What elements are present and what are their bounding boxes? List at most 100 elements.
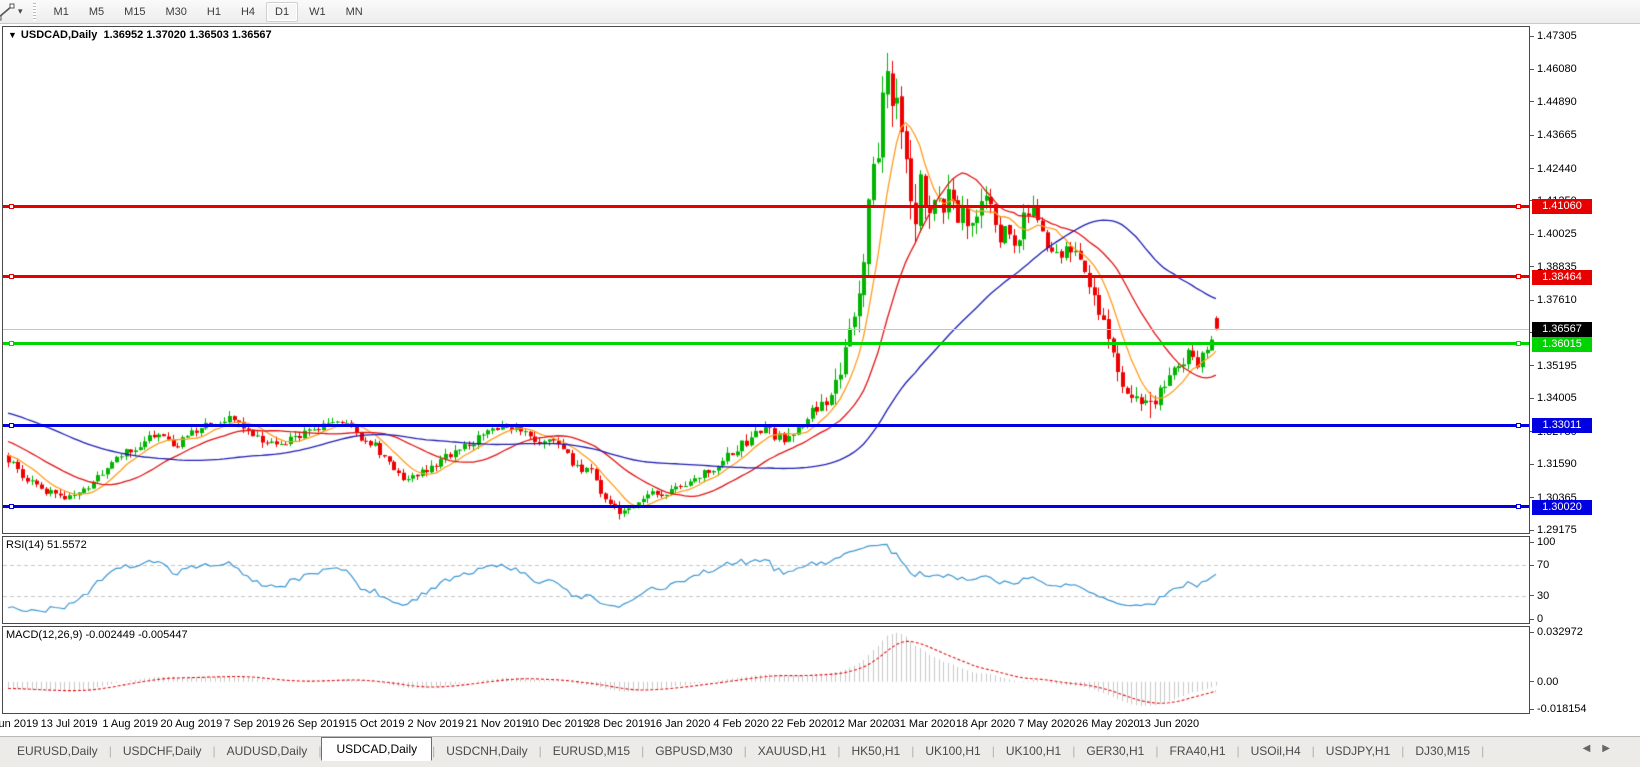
tab-separator: | (1401, 744, 1405, 758)
macd-axis-label: 0.032972 (1537, 626, 1583, 638)
chart-tab-uk100-h1[interactable]: UK100,H1 (994, 740, 1073, 761)
line-price-badge: 1.36015 (1532, 336, 1592, 352)
rsi-axis-tick (1530, 618, 1534, 620)
chart-title: ▼ USDCAD,Daily 1.36952 1.37020 1.36503 1.… (8, 29, 272, 41)
macd-axis-label: -0.018154 (1537, 703, 1587, 716)
tab-separator: | (1311, 744, 1315, 758)
macd-axis-tick (1530, 631, 1534, 633)
rsi-axis-label: 30 (1537, 589, 1550, 602)
line-handle-right[interactable] (1516, 274, 1521, 280)
chart-tab-dj30-m15[interactable]: DJ30,M15 (1404, 740, 1482, 761)
rsi-axis-label: 100 (1537, 536, 1556, 548)
line-handle-right[interactable] (1516, 504, 1521, 510)
line-studies-tool[interactable]: ▾ (0, 0, 27, 23)
time-axis-label: 16 Jan 2020 (649, 718, 711, 730)
time-axis-label: 2 Nov 2019 (407, 718, 464, 730)
price-axis-label: 1.38835 (1537, 260, 1577, 273)
line-handle-left[interactable] (9, 341, 14, 347)
chart-tab-ger30-h1[interactable]: GER30,H1 (1075, 740, 1156, 761)
price-axis-label: 1.44890 (1537, 95, 1577, 108)
price-axis-label: 1.46080 (1537, 63, 1577, 76)
chart-tab-hk50-h1[interactable]: HK50,H1 (840, 740, 912, 761)
chart-tab-usdcad-daily[interactable]: USDCAD,Daily (321, 737, 433, 761)
rsi-axis-label: 70 (1537, 559, 1550, 572)
horizontal-line[interactable] (3, 505, 1529, 509)
chart-tab-usdchf-daily[interactable]: USDCHF,Daily (111, 740, 213, 761)
price-axis-label: 1.40025 (1537, 228, 1577, 241)
price-chart-canvas[interactable] (3, 27, 1529, 533)
chart-tab-xauusd-h1[interactable]: XAUUSD,H1 (746, 740, 838, 761)
line-handle-left[interactable] (9, 203, 14, 209)
tab-scroll-right-icon[interactable]: ▶ (1602, 743, 1622, 754)
price-axis-tick (1530, 266, 1534, 268)
line-price-badge: 1.41060 (1532, 199, 1592, 215)
rsi-canvas[interactable] (3, 537, 1529, 623)
chart-tab-gbpusd-m30[interactable]: GBPUSD,M30 (644, 740, 744, 761)
horizontal-line[interactable] (3, 275, 1529, 279)
chart-tab-fra40-h1[interactable]: FRA40,H1 (1158, 740, 1237, 761)
chart-tab-audusd-daily[interactable]: AUDUSD,Daily (215, 740, 319, 761)
price-axis-tick (1530, 497, 1534, 499)
price-axis-tick (1530, 101, 1534, 103)
price-axis-label: 1.42440 (1537, 162, 1577, 175)
timeframe-button-m30[interactable]: M30 (165, 5, 187, 18)
price-axis-tick (1530, 365, 1534, 367)
macd-canvas[interactable] (3, 627, 1529, 713)
rsi-panel[interactable] (2, 536, 1530, 624)
price-axis-tick (1530, 68, 1534, 70)
price-axis-label: 1.43665 (1537, 129, 1577, 142)
price-axis-tick (1530, 529, 1534, 531)
line-handle-right[interactable] (1516, 341, 1521, 347)
line-handle-left[interactable] (9, 504, 14, 510)
time-axis-label: 21 Nov 2019 (465, 718, 528, 730)
line-handle-left[interactable] (9, 422, 14, 428)
horizontal-line[interactable] (3, 342, 1529, 346)
macd-panel[interactable] (2, 626, 1530, 714)
tab-separator: | (1072, 744, 1076, 758)
price-axis-label: 1.31590 (1537, 458, 1577, 471)
line-studies-icon[interactable] (0, 3, 16, 21)
time-axis-label: 7 Sep 2019 (224, 718, 281, 730)
timeframes-toolbar: ▾ M1 M5 M15 M30 H1 H4 D1 W1 MN (0, 0, 1640, 24)
timeframe-button-w1[interactable]: W1 (309, 5, 326, 18)
timeframe-button-m15[interactable]: M15 (124, 5, 146, 18)
tab-separator: | (108, 744, 112, 758)
timeframe-button-mn[interactable]: MN (345, 5, 363, 18)
collapse-triangle-icon[interactable]: ▼ (8, 30, 17, 40)
chart-tab-usoil-h4[interactable]: USOil,H4 (1239, 740, 1312, 761)
chart-window: ▼ USDCAD,Daily 1.36952 1.37020 1.36503 1.… (0, 24, 1640, 736)
timeframe-button-m1[interactable]: M1 (53, 5, 69, 18)
horizontal-line[interactable] (3, 423, 1529, 427)
tab-separator: | (837, 744, 841, 758)
tab-scroll-arrows: ◀▶ (1583, 743, 1622, 754)
tab-separator: | (432, 744, 436, 758)
time-axis-label: 13 Jul 2019 (40, 718, 98, 730)
macd-axis-tick (1530, 681, 1534, 683)
toolbar-grip[interactable] (32, 2, 36, 21)
tab-separator: | (1155, 744, 1159, 758)
timeframe-button-h1[interactable]: H1 (206, 5, 221, 18)
time-axis-label: 12 Mar 2020 (832, 718, 895, 730)
tab-scroll-left-icon[interactable]: ◀ (1582, 743, 1603, 754)
macd-axis-tick (1530, 708, 1534, 710)
line-handle-right[interactable] (1516, 422, 1521, 428)
time-axis-label: 15 Oct 2019 (344, 718, 405, 730)
dropdown-caret-icon[interactable]: ▾ (18, 6, 23, 16)
chart-tab-eurusd-daily[interactable]: EURUSD,Daily (6, 740, 109, 761)
price-axis-tick (1530, 397, 1534, 399)
price-panel[interactable] (2, 26, 1530, 534)
chart-tab-usdcnh-daily[interactable]: USDCNH,Daily (435, 740, 539, 761)
line-handle-left[interactable] (9, 274, 14, 280)
timeframe-button-d1[interactable]: D1 (266, 1, 299, 22)
line-handle-right[interactable] (1516, 203, 1521, 209)
chart-tab-usdjpy-h1[interactable]: USDJPY,H1 (1314, 740, 1402, 761)
horizontal-line[interactable] (3, 204, 1529, 208)
chart-tab-eurusd-m15[interactable]: EURUSD,M15 (541, 740, 642, 761)
rsi-axis-label: 0 (1537, 613, 1544, 625)
chart-tab-uk100-h1[interactable]: UK100,H1 (914, 740, 992, 761)
price-axis-label: 1.35195 (1537, 359, 1577, 372)
timeframe-button-m5[interactable]: M5 (88, 5, 105, 18)
timeframe-button-h4[interactable]: H4 (240, 5, 256, 18)
time-axis-label: 31 Mar 2020 (893, 718, 956, 730)
